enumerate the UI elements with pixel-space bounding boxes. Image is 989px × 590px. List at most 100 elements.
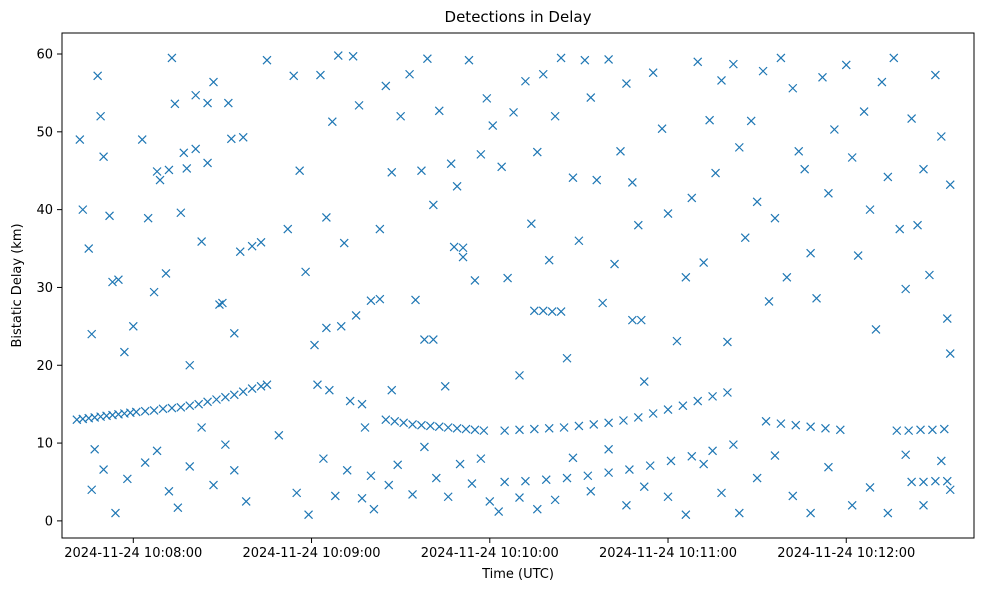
data-point-marker (321, 323, 331, 333)
data-point-marker (624, 465, 634, 474)
data-point-marker (357, 399, 367, 409)
data-point-marker (521, 76, 530, 86)
data-point-marker (907, 114, 917, 124)
data-point-marker (699, 459, 709, 469)
data-point-marker (348, 51, 358, 61)
x-tick-label: 2024-11-24 10:08:00 (64, 546, 202, 561)
data-point-marker (366, 471, 376, 481)
data-point-marker (562, 473, 572, 483)
data-point-marker (544, 423, 554, 433)
data-point-marker (164, 165, 174, 175)
data-point-marker (939, 424, 949, 434)
data-point-marker (434, 106, 444, 116)
data-point-marker (806, 248, 816, 258)
plot-frame (61, 32, 975, 539)
data-point-marker (235, 247, 245, 257)
data-point-marker (464, 55, 474, 65)
data-point-marker (645, 461, 655, 471)
data-point-marker (96, 111, 106, 121)
data-point-marker (636, 315, 646, 325)
data-point-marker (500, 426, 510, 436)
data-point-marker (333, 51, 343, 60)
data-point-marker (262, 380, 272, 390)
data-point-marker (538, 306, 548, 316)
y-tick-label: 60 (36, 48, 53, 63)
data-point-marker (568, 173, 578, 183)
data-point-marker (417, 166, 426, 176)
data-point-marker (740, 233, 750, 243)
data-point-marker (342, 465, 352, 475)
data-point-marker (708, 391, 718, 401)
data-point-marker (289, 71, 299, 81)
data-point-marker (532, 147, 542, 157)
data-point-marker (693, 396, 703, 406)
data-point-marker (791, 420, 801, 430)
data-point-marker (936, 456, 946, 466)
data-point-marker (930, 70, 940, 80)
data-point-marker (425, 421, 435, 431)
data-point-marker (711, 168, 720, 178)
data-point-marker (639, 377, 649, 387)
data-point-marker (945, 180, 955, 190)
data-point-marker (541, 475, 551, 485)
data-point-marker (384, 480, 394, 490)
data-point-marker (203, 98, 212, 108)
data-point-marker (170, 99, 180, 109)
data-point-marker (369, 504, 379, 514)
data-point-marker (393, 460, 403, 470)
data-point-marker (408, 490, 417, 499)
data-point-marker (485, 497, 495, 506)
data-point-marker (470, 425, 480, 435)
data-point-marker (800, 164, 810, 174)
data-point-marker (586, 486, 596, 496)
data-point-marker (494, 507, 504, 516)
data-point-marker (901, 284, 911, 294)
data-point-marker (559, 423, 569, 432)
data-point-marker (901, 450, 911, 460)
data-point-marker (648, 68, 658, 78)
data-point-marker (283, 224, 293, 234)
data-point-marker (339, 238, 349, 248)
data-point-marker (209, 480, 218, 490)
data-point-marker (927, 425, 937, 435)
data-point-marker (717, 76, 726, 85)
data-point-marker (330, 491, 340, 501)
data-point-marker (428, 335, 438, 345)
y-tick-label: 10 (36, 437, 53, 452)
data-point-marker (203, 397, 212, 407)
data-point-marker (627, 315, 637, 325)
data-point-marker (452, 181, 462, 191)
data-point-marker (627, 177, 637, 187)
data-point-marker (622, 500, 631, 510)
data-point-marker (752, 197, 762, 207)
data-point-marker (197, 423, 207, 432)
data-point-marker (143, 213, 153, 223)
data-point-marker (521, 476, 530, 486)
x-tick-label: 2024-11-24 10:11:00 (599, 546, 737, 561)
data-point-marker (405, 69, 414, 79)
data-point-marker (167, 403, 177, 413)
data-point-marker (515, 425, 524, 435)
data-point-marker (883, 508, 893, 518)
data-point-marker (556, 307, 566, 316)
data-point-marker (215, 300, 224, 309)
data-point-marker (256, 381, 266, 391)
data-point-marker (357, 493, 367, 503)
data-point-marker (443, 492, 453, 502)
data-point-marker (354, 100, 364, 110)
data-point-marker (247, 241, 257, 251)
data-point-marker (544, 255, 554, 265)
data-point-marker (699, 258, 709, 267)
data-point-marker (705, 115, 715, 125)
data-point-marker (431, 473, 441, 483)
data-point-marker (449, 242, 459, 252)
data-point-marker (212, 395, 221, 404)
data-point-marker (877, 77, 887, 87)
data-point-marker (75, 135, 85, 145)
data-point-marker (310, 340, 319, 350)
data-point-marker (547, 307, 557, 316)
data-point-marker (871, 325, 881, 334)
data-point-marker (829, 125, 839, 134)
